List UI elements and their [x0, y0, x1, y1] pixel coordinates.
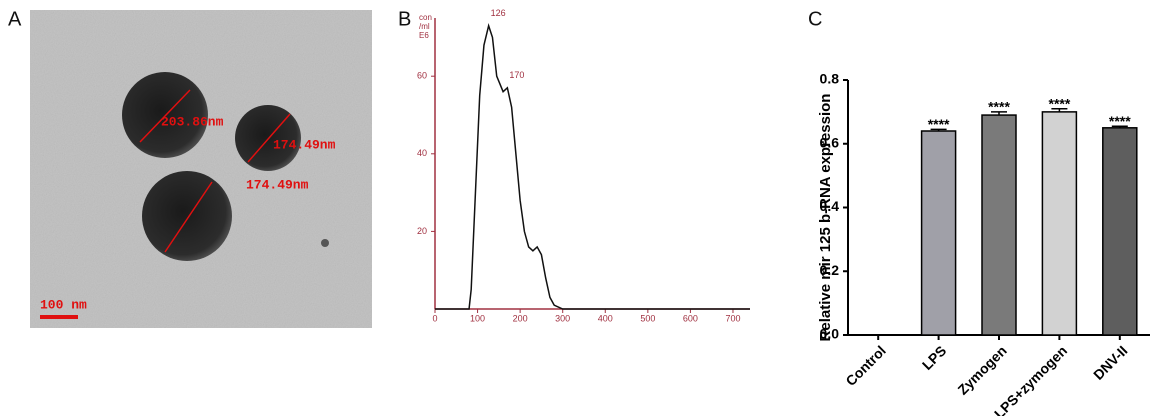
- y-tick-label: 0.2: [820, 262, 840, 278]
- peak-label: 126: [491, 8, 506, 18]
- y-axis-label: Relative mir 125 b-RNA expression: [817, 94, 834, 342]
- x-tick-label: 200: [513, 313, 528, 323]
- measure-line: [164, 181, 213, 253]
- measurement-label: 174.49nm: [273, 137, 336, 152]
- value-label: ****: [1109, 113, 1131, 129]
- measure-line: [139, 89, 191, 143]
- data-line: [435, 23, 750, 310]
- y-tick-label: 0.6: [820, 134, 840, 150]
- measure-line: [247, 113, 291, 163]
- peak-label: 170: [509, 70, 524, 80]
- x-tick-label: 700: [725, 313, 740, 323]
- x-tick-label: 100: [470, 313, 485, 323]
- x-tick-label: Control: [842, 342, 889, 389]
- image-background: [30, 10, 372, 328]
- x-tick-label: 600: [683, 313, 698, 323]
- y-tick-label: 40: [417, 148, 427, 158]
- x-tick-label: 300: [555, 313, 570, 323]
- error-bar: [1111, 125, 1128, 128]
- y-axis-label: /ml: [419, 22, 430, 31]
- bar: [920, 130, 957, 336]
- error-bar: [1051, 107, 1068, 112]
- error-bar: [930, 128, 947, 131]
- y-tick-label: 0.0: [820, 326, 840, 342]
- x-tick-label: 400: [598, 313, 613, 323]
- y-tick-label: 0.4: [820, 198, 840, 214]
- x-tick-label: Zymogen: [954, 342, 1009, 397]
- x-tick-label: 500: [640, 313, 655, 323]
- y-axis-label: E6: [419, 31, 429, 40]
- bar: [1102, 127, 1138, 336]
- y-tick-label: 20: [417, 226, 427, 236]
- x-tick-label: 0: [432, 313, 437, 323]
- y-tick-label: 0.8: [820, 71, 840, 87]
- value-label: ****: [928, 116, 950, 132]
- bar: [981, 114, 1017, 336]
- scale-bar-label: 100 nm: [40, 297, 87, 312]
- value-label: ****: [1049, 95, 1071, 111]
- particle: [235, 105, 301, 171]
- panel-label: B: [398, 8, 411, 30]
- y-tick-label: 60: [417, 71, 427, 81]
- x-tick-label: DNV-II: [1090, 342, 1130, 382]
- bar: [1041, 111, 1078, 336]
- micrograph: 203.86nm 174.49nm 174.49nm 100 nm: [30, 10, 372, 328]
- panel-label: C: [808, 8, 822, 30]
- measurement-label: 203.86nm: [161, 114, 224, 129]
- speck: [321, 239, 329, 247]
- particle: [142, 171, 232, 261]
- x-tick-label: LPS: [919, 342, 950, 373]
- value-label: ****: [988, 99, 1010, 115]
- measurement-label: 174.49nm: [246, 177, 309, 192]
- panel-label: A: [8, 8, 22, 30]
- y-axis-label: con: [419, 13, 432, 22]
- error-bar: [991, 111, 1007, 116]
